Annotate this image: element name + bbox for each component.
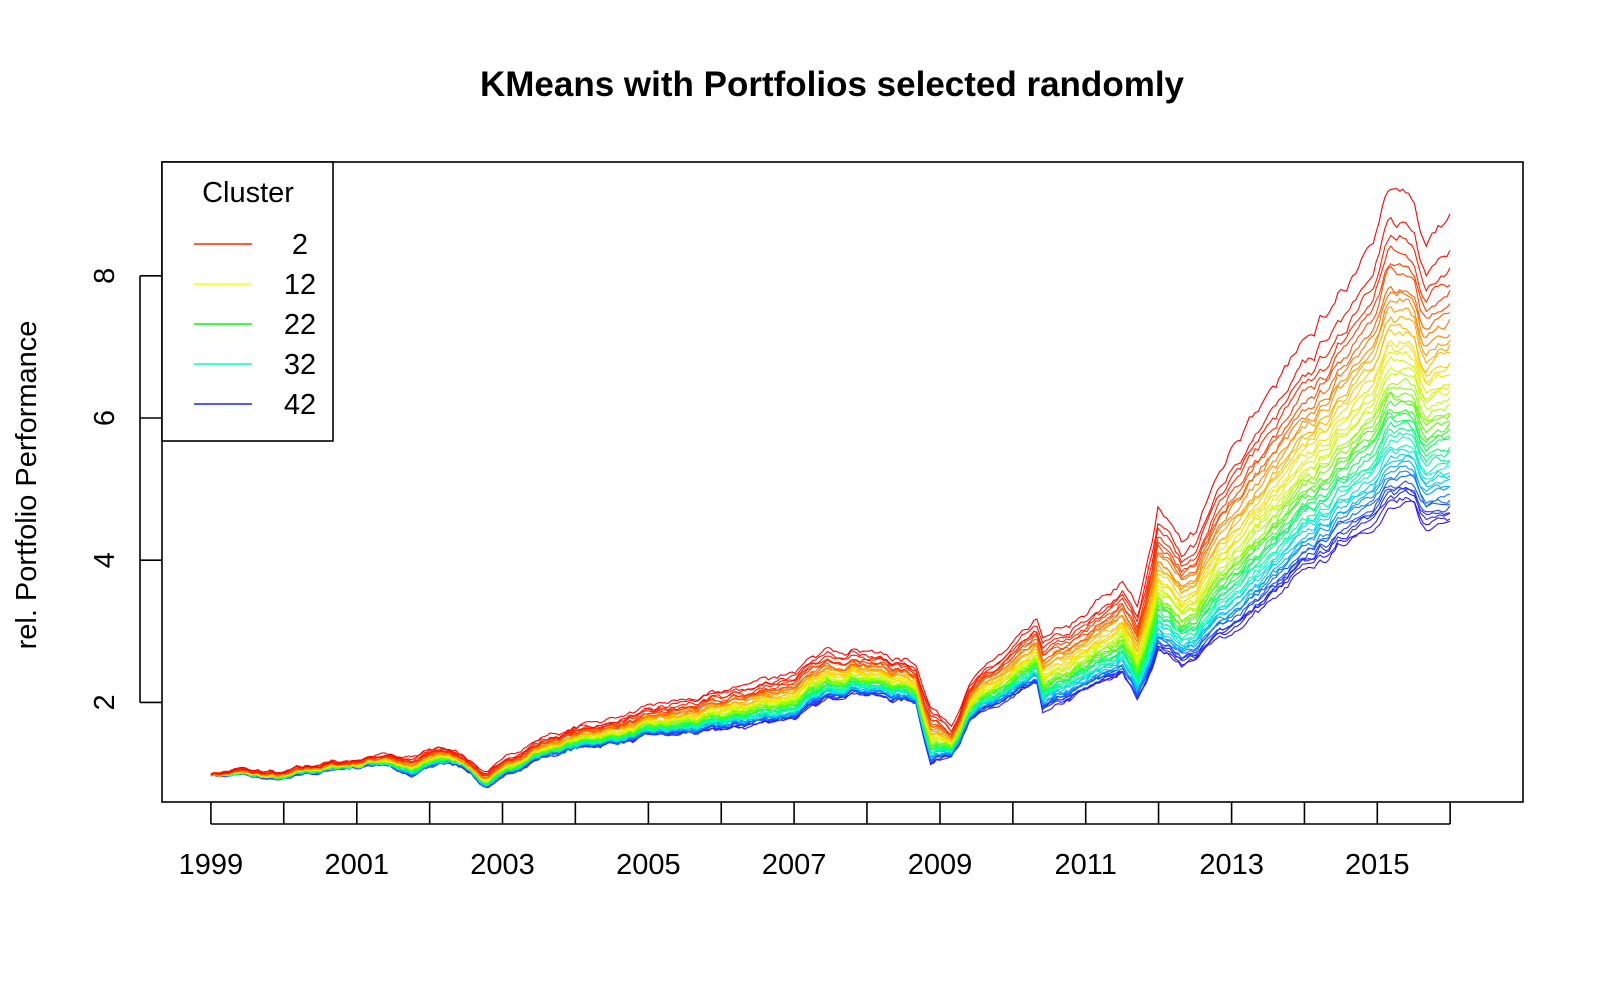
series-line [210,386,1451,782]
series-line [210,436,1451,784]
x-tick-label: 1999 [179,849,244,881]
y-axis: 2 4 6 8 [89,268,162,711]
legend-entries: 2 12 22 32 42 [194,229,316,421]
series-line [210,323,1451,780]
x-axis: 1999 2001 2003 2005 2007 2009 2011 2013 2015 [179,802,1451,881]
x-tick-label: 2005 [616,849,681,881]
series-line [210,500,1451,789]
series-line [210,431,1451,785]
series-line [210,291,1451,779]
series-line [210,460,1451,787]
y-tick-label: 6 [89,410,121,426]
series-line [210,339,1451,779]
x-tick-label: 2001 [325,849,390,881]
series-line [210,489,1451,787]
series-line [210,411,1451,783]
series-line [210,391,1451,782]
legend-box [161,161,334,442]
series-line [210,329,1451,780]
series-line [210,188,1451,776]
legend-label: 2 [292,229,308,261]
series-line [210,245,1451,777]
series-lines [210,188,1451,789]
plot-frame [161,161,1524,803]
chart-title: KMeans with Portfolios selected randomly [480,65,1185,104]
series-line [210,350,1451,782]
y-tick-label: 4 [89,552,121,568]
series-line [210,444,1451,785]
x-tick-label: 2009 [908,849,973,881]
legend-label: 12 [284,269,316,301]
series-line [210,371,1451,782]
series-line [210,453,1451,785]
legend-label: 32 [284,349,316,381]
x-tick-label: 2003 [470,849,535,881]
y-tick-label: 2 [89,694,121,710]
x-tick-label: 2015 [1345,849,1410,881]
legend: Cluster 2 12 22 32 42 [161,161,334,442]
series-line [210,355,1451,783]
series-line [210,306,1451,778]
series-line [210,448,1451,786]
legend-label: 22 [284,309,316,341]
x-tick-label: 2013 [1199,849,1264,881]
series-line [210,391,1451,783]
series-line [210,455,1451,787]
legend-title: Cluster [202,177,294,209]
x-tick-label: 2007 [762,849,827,881]
y-tick-label: 8 [89,268,121,284]
legend-label: 42 [284,389,316,421]
y-axis-label: rel. Portfolio Performance [11,321,43,650]
series-line [210,400,1451,783]
series-line [210,234,1451,776]
x-tick-label: 2011 [1055,849,1117,881]
